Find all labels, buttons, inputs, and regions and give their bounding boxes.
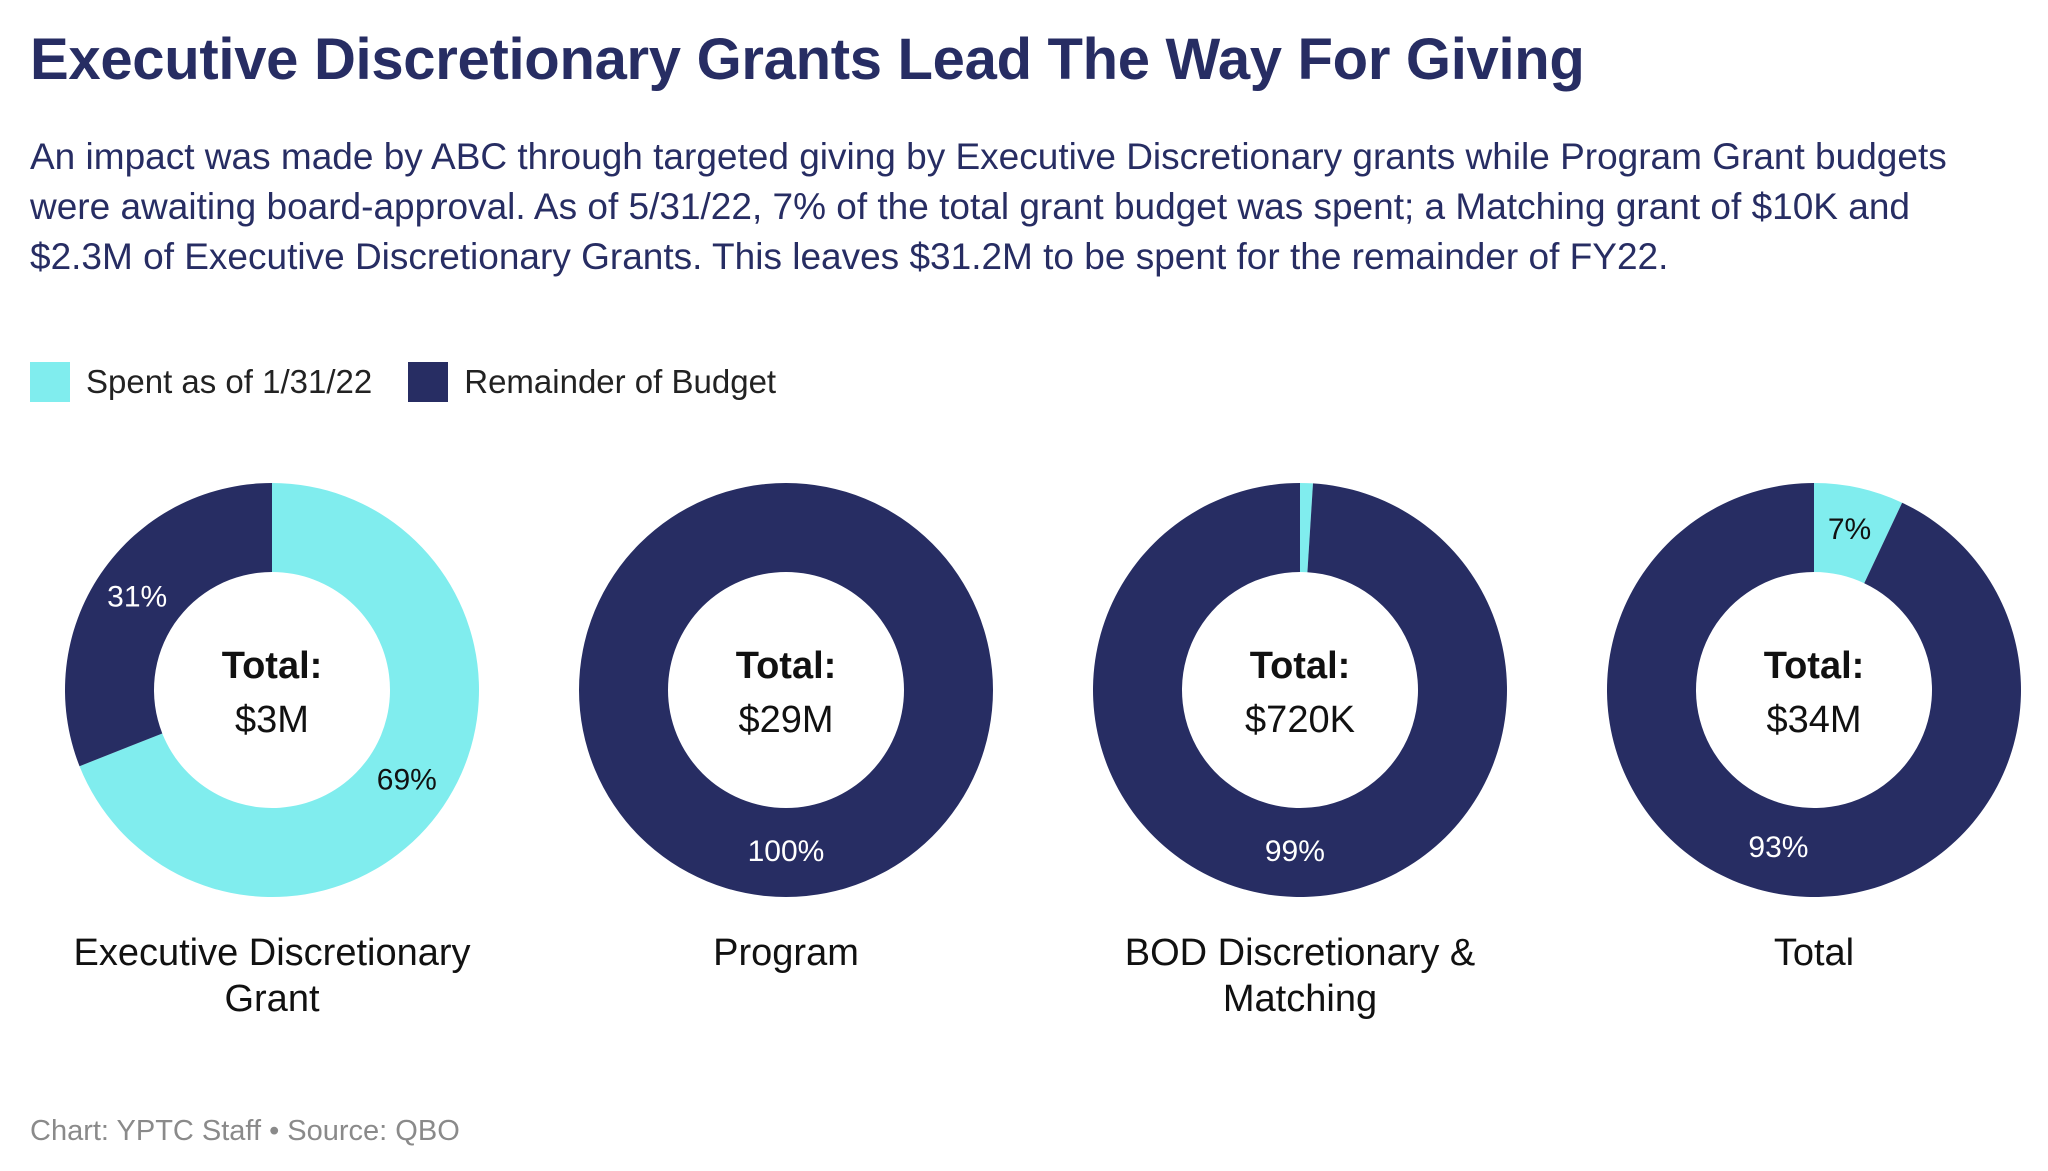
legend-label-remainder: Remainder of Budget [464, 363, 777, 400]
donut-chart: 7% 93% Total: $34M Total [1604, 480, 2024, 1040]
donut-chart: 69% 31% Total: $3M Executive Discretionary G… [62, 480, 482, 1040]
chart-subtitle: An impact was made by ABC through target… [30, 136, 1947, 277]
percent-label-spent: 69% [377, 764, 437, 797]
legend-swatch-spent [30, 362, 70, 402]
donut-chart: 100% Total: $29M Program [576, 480, 996, 1040]
legend: Spent as of 1/31/22 Remainder of Budget [30, 362, 776, 402]
center-total-label: Total: [1764, 645, 1865, 687]
slice-spent [1814, 483, 1903, 584]
legend-label-spent: Spent as of 1/31/22 [86, 363, 373, 400]
slice-remainder [1093, 483, 1507, 898]
chart-credit: Chart: YPTC Staff • Source: QBO [30, 1115, 460, 1147]
center-total-value: $34M [1766, 699, 1861, 741]
center-total-label: Total: [736, 645, 837, 687]
percent-label-spent: 7% [1828, 513, 1871, 546]
donut-category-label: Total [1773, 932, 1855, 974]
percent-label-remainder: 100% [748, 835, 825, 868]
center-total-value: $720K [1245, 699, 1355, 741]
slice-spent [79, 483, 480, 897]
donut-category-label: Executive Discretionary Grant [73, 932, 471, 1020]
slice-remainder [65, 483, 273, 767]
donut-chart: 99% Total: $720K BOD Discretionary & Matchi… [1090, 480, 1510, 1040]
donut-category-label: Program [713, 932, 859, 974]
legend-swatch-remainder [408, 362, 449, 402]
chart-title: Executive Discretionary Grants Lead The … [30, 27, 1585, 92]
legend-item-spent: Spent as of 1/31/22 [30, 362, 372, 402]
donut-charts-area: 69% 31% Total: $3M Executive Discretionary G… [0, 480, 2048, 1040]
slice-remainder [1607, 483, 2021, 897]
donut-svg: 7% 93% Total: $34M [1607, 483, 2021, 897]
center-total-value: $3M [235, 699, 309, 741]
legend-item-remainder: Remainder of Budget [408, 362, 776, 402]
slice-remainder [579, 483, 993, 897]
percent-label-remainder: 31% [107, 580, 167, 613]
donut-svg: 69% 31% Total: $3M [65, 483, 480, 897]
slice-spent [1300, 483, 1313, 573]
donut-category-label: BOD Discretionary & Matching [1124, 932, 1476, 1020]
percent-label-remainder: 99% [1265, 835, 1325, 868]
percent-label-remainder: 93% [1748, 831, 1808, 864]
center-total-label: Total: [222, 645, 323, 687]
center-total-value: $29M [738, 699, 833, 741]
center-total-label: Total: [1250, 645, 1351, 687]
donut-svg: 100% Total: $29M [579, 483, 993, 897]
donut-svg: 99% Total: $720K [1093, 483, 1507, 898]
